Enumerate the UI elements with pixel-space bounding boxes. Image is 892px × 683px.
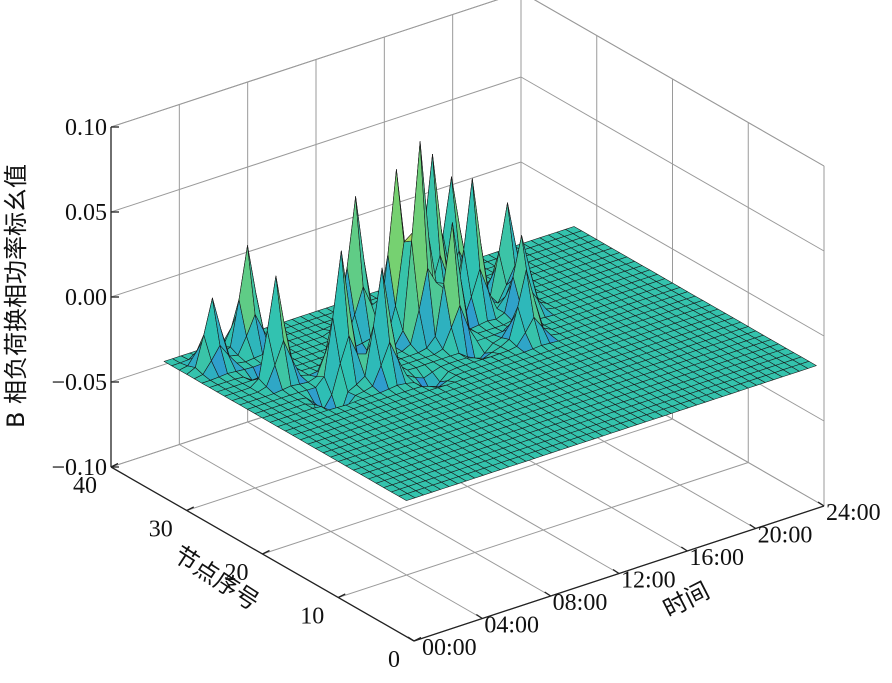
y-tick-mark (337, 593, 346, 599)
back-wall-grid-line (110, 76, 522, 213)
y-tick-label: 0 (388, 647, 400, 673)
x-tick-mark (612, 568, 620, 575)
surface-layer (163, 141, 817, 501)
floor-grid-line (262, 418, 673, 555)
y-tick-mark (413, 636, 422, 642)
x-tick-label: 04:00 (484, 613, 539, 639)
y-tick-label: 30 (149, 517, 173, 543)
y-tick-label: 20 (225, 560, 249, 586)
x-tick-mark (544, 591, 552, 597)
y-tick-mark (186, 506, 195, 512)
x-tick-label: 00:00 (422, 635, 477, 661)
z-tick-label: −0.10 (51, 455, 107, 481)
x-tick-label: 20:00 (758, 523, 813, 549)
x-tick-label: 12:00 (621, 568, 676, 594)
side-wall-grid-line (520, 76, 825, 252)
z-tick-label: 0.05 (65, 200, 107, 226)
z-tick-label: 0.00 (65, 285, 107, 311)
z-tick-label: 0.10 (65, 115, 107, 141)
tick-layer: −0.10 −0.05 0.00 0.05 0.10 0 10 20 30 40 00:00 04:0… (51, 115, 880, 673)
x-tick-label: 16:00 (689, 545, 744, 571)
y-axis-label: 节点序号 (168, 540, 264, 616)
y-tick-label: 40 (73, 473, 97, 499)
wall-edge-line (110, 0, 499, 128)
surface-cell (799, 360, 817, 369)
wall-edge-line (533, 0, 825, 167)
z-tick-label: −0.05 (51, 370, 107, 396)
x-tick-mark (749, 523, 757, 530)
floor-grid-line (338, 462, 749, 598)
x-tick-label: 24:00 (826, 500, 881, 526)
side-wall-grid-line (520, 161, 825, 337)
x-tick-mark (407, 636, 415, 642)
x-tick-mark (680, 546, 688, 552)
x-tick-mark (475, 613, 483, 620)
x-tick-mark (817, 501, 825, 507)
y-tick-mark (262, 549, 270, 555)
y-tick-mark (110, 462, 119, 468)
x-tick-label: 08:00 (553, 590, 608, 616)
z-axis-label: B 相负荷换相功率标幺值 (2, 164, 30, 428)
y-tick-label: 10 (300, 604, 324, 630)
